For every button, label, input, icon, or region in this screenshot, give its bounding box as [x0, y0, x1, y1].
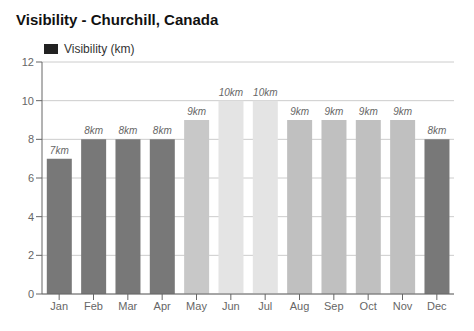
- svg-text:May: May: [186, 300, 207, 312]
- svg-text:2: 2: [28, 249, 34, 261]
- html-text:Visibility - Churchill, Canada: Visibility - Churchill, Canada: [16, 11, 219, 28]
- svg-text:10km: 10km: [219, 87, 243, 98]
- svg-text:7km: 7km: [50, 145, 69, 156]
- svg-text:Feb: Feb: [84, 300, 103, 312]
- svg-text:4: 4: [28, 211, 34, 223]
- svg-text:12: 12: [22, 56, 34, 68]
- svg-text:0: 0: [28, 288, 34, 300]
- svg-text:8km: 8km: [84, 125, 103, 136]
- svg-text:Nov: Nov: [393, 300, 413, 312]
- svg-text:Apr: Apr: [154, 300, 171, 312]
- svg-text:8km: 8km: [119, 125, 138, 136]
- svg-text:9km: 9km: [290, 106, 309, 117]
- svg-text:9km: 9km: [325, 106, 344, 117]
- svg-text:Aug: Aug: [290, 300, 310, 312]
- svg-text:Jun: Jun: [222, 300, 240, 312]
- svg-text:10: 10: [22, 95, 34, 107]
- svg-text:8: 8: [28, 133, 34, 145]
- svg-text:Jan: Jan: [50, 300, 68, 312]
- svg-text:8km: 8km: [428, 125, 447, 136]
- svg-text:9km: 9km: [393, 106, 412, 117]
- svg-text:Dec: Dec: [427, 300, 447, 312]
- svg-text:Sep: Sep: [324, 300, 344, 312]
- svg-text:Oct: Oct: [360, 300, 377, 312]
- svg-text:Jul: Jul: [258, 300, 272, 312]
- svg-text:6: 6: [28, 172, 34, 184]
- svg-text:9km: 9km: [187, 106, 206, 117]
- svg-text:8km: 8km: [153, 125, 172, 136]
- svg-text:9km: 9km: [359, 106, 378, 117]
- svg-text:Mar: Mar: [118, 300, 137, 312]
- html-text:Visibility (km): Visibility (km): [64, 42, 135, 56]
- svg-text:10km: 10km: [253, 87, 277, 98]
